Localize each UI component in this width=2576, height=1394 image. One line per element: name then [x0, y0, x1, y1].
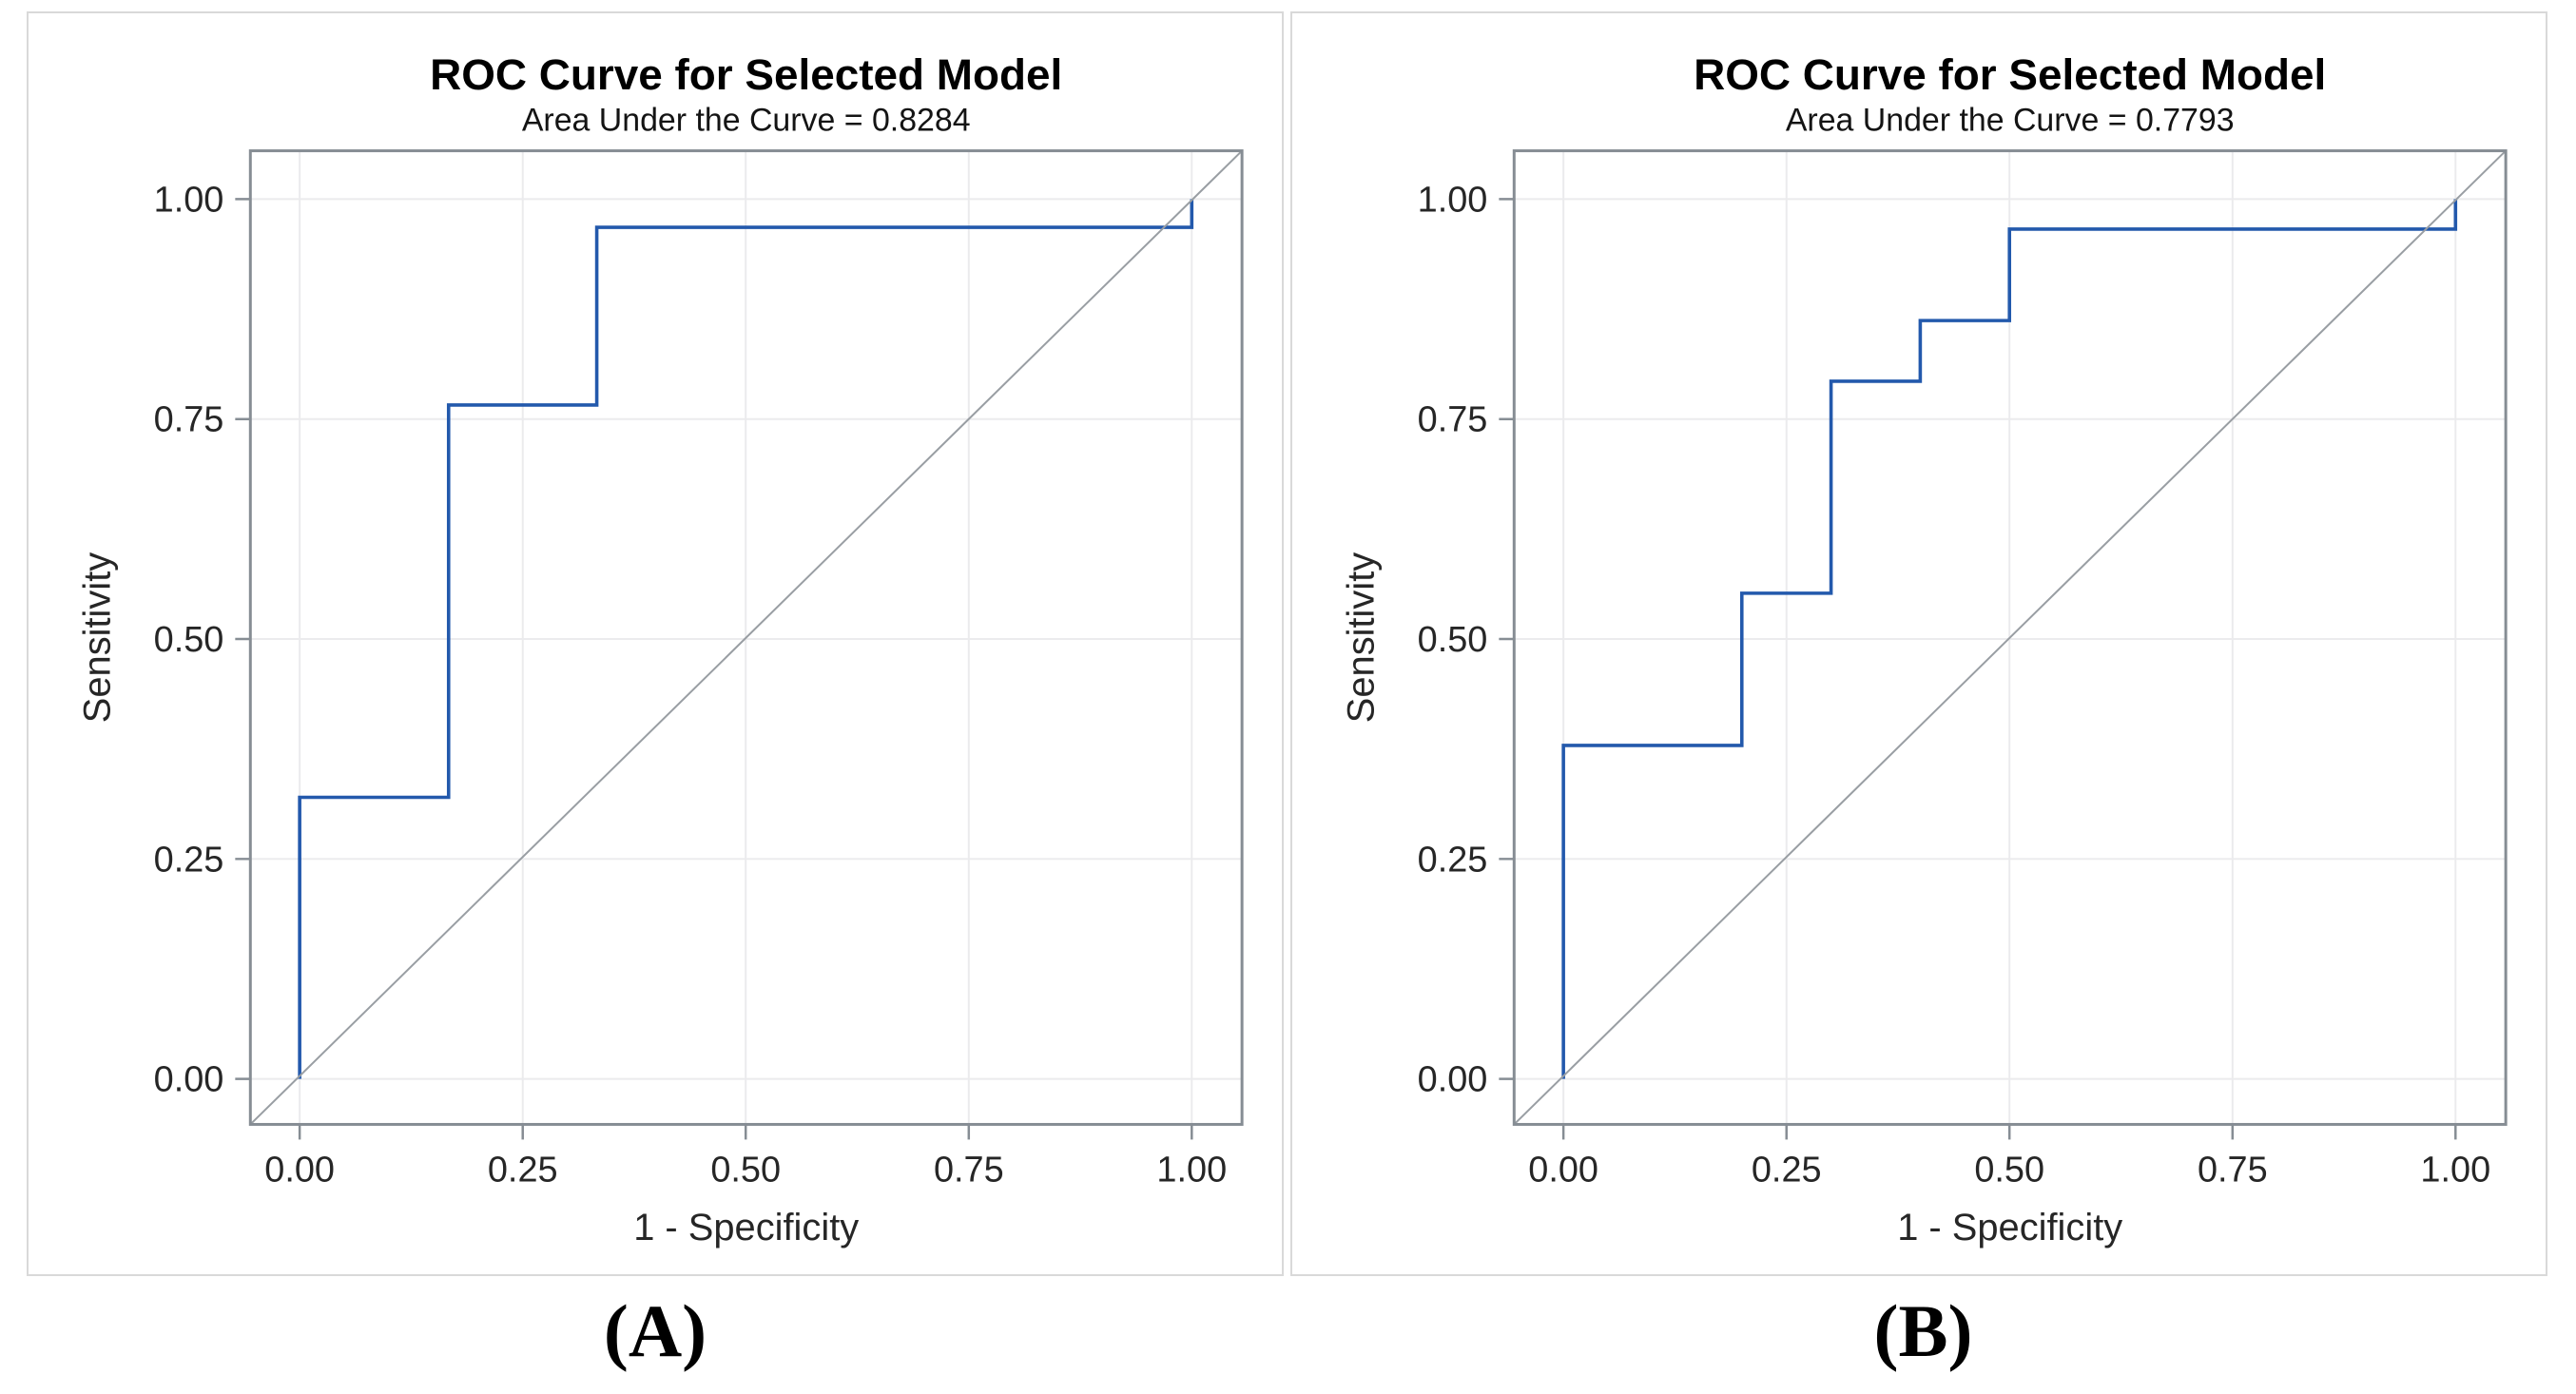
x-tick-label: 0.00 — [264, 1150, 335, 1190]
y-tick-label: 1.00 — [1418, 180, 1488, 220]
x-tick-label: 1.00 — [1156, 1150, 1227, 1190]
chart-subtitle: Area Under the Curve = 0.7793 — [1786, 103, 2235, 139]
y-axis-label: Sensitivity — [1341, 552, 1383, 723]
roc-curve — [298, 199, 1194, 1079]
y-tick-label: 0.00 — [154, 1060, 224, 1100]
x-axis-label: 1 - Specificity — [633, 1207, 859, 1249]
x-tick-label: 1.00 — [2420, 1150, 2490, 1190]
diagonal-reference-line — [249, 149, 1243, 1126]
chart-subtitle: Area Under the Curve = 0.8284 — [522, 103, 971, 139]
roc-curve — [1561, 199, 2458, 1079]
panel-caption-a: (A) — [603, 1289, 707, 1372]
roc-chart-a: 0.00 0.25 0.50 0.75 1.00 0.00 0.25 0.50 0.75 1.00… — [77, 49, 1244, 1249]
x-tick-label: 0.50 — [710, 1150, 781, 1190]
x-tick-label: 0.75 — [2198, 1150, 2268, 1190]
y-tick-label: 0.75 — [154, 400, 224, 440]
x-tick-label: 0.75 — [934, 1150, 1004, 1190]
roc-panel-a: 0.00 0.25 0.50 0.75 1.00 0.00 0.25 0.50 0.75 1.00… — [27, 11, 1284, 1276]
y-tick-label: 0.25 — [1418, 840, 1488, 880]
roc-chart-b: 0.00 0.25 0.50 0.75 1.00 0.00 0.25 0.50 0.75 1.00… — [1341, 49, 2508, 1249]
chart-title: ROC Curve for Selected Model — [1694, 49, 2326, 99]
y-tick-label: 0.50 — [154, 620, 224, 660]
x-axis-label: 1 - Specificity — [1897, 1207, 2122, 1249]
y-axis-label: Sensitivity — [77, 552, 119, 723]
x-tick-label: 0.25 — [1752, 1150, 1822, 1190]
y-tick-label: 0.50 — [1418, 620, 1488, 660]
x-tick-label: 0.00 — [1528, 1150, 1598, 1190]
panel-caption-b: (B) — [1873, 1289, 1973, 1372]
chart-title: ROC Curve for Selected Model — [430, 49, 1062, 99]
diagonal-reference-line — [1513, 149, 2507, 1126]
roc-panel-b: 0.00 0.25 0.50 0.75 1.00 0.00 0.25 0.50 0.75 1.00… — [1290, 11, 2547, 1276]
x-tick-label: 0.25 — [488, 1150, 558, 1190]
y-tick-label: 0.25 — [154, 840, 224, 880]
y-tick-label: 0.00 — [1418, 1060, 1488, 1100]
x-tick-label: 0.50 — [1974, 1150, 2044, 1190]
y-tick-label: 0.75 — [1418, 400, 1488, 440]
y-tick-label: 1.00 — [154, 180, 224, 220]
